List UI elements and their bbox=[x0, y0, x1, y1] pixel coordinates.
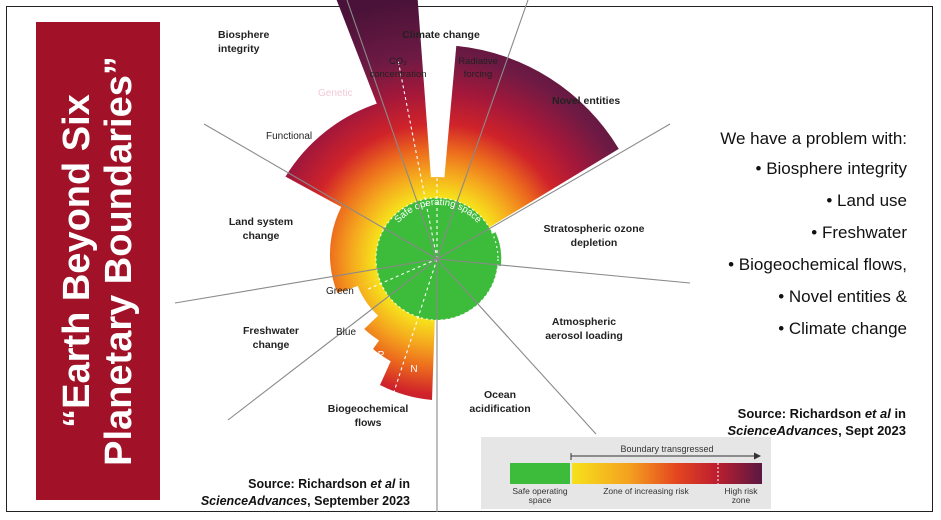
label-genetic: Genetic bbox=[318, 88, 352, 99]
legend-arrow-label: Boundary transgressed bbox=[620, 444, 713, 454]
label-functional: Functional bbox=[266, 131, 312, 142]
source-bottom-etal: et al bbox=[370, 477, 396, 491]
sector-ozone-safe bbox=[437, 232, 502, 266]
label-aerosol-a: Atmospheric bbox=[552, 316, 616, 328]
source-citation-right: Source: Richardson et al in ScienceAdvan… bbox=[678, 405, 906, 439]
sector-ocean-safe bbox=[437, 259, 471, 315]
label-ozone-b: depletion bbox=[571, 237, 618, 249]
label-co2-b: concentration bbox=[369, 69, 426, 80]
legend-high-label-b: zone bbox=[732, 495, 751, 505]
sector-novel-entities bbox=[437, 45, 619, 260]
sector-labels: Climate change CO₂ concentration Radiati… bbox=[218, 29, 645, 429]
problem-item: • Freshwater bbox=[811, 223, 907, 242]
sector-dividers bbox=[174, 0, 691, 512]
slide-frame bbox=[6, 6, 933, 512]
label-biosphere-a: Biosphere bbox=[218, 29, 270, 41]
label-n: N bbox=[410, 364, 417, 375]
label-land-a: Land system bbox=[229, 216, 293, 228]
label-novel-entities: Novel entities bbox=[552, 95, 620, 107]
label-radiative-b: forcing bbox=[464, 69, 493, 80]
label-freshwater-a: Freshwater bbox=[243, 325, 299, 337]
label-biogeochemical-a: Biogeochemical bbox=[328, 403, 409, 415]
sector-aerosol-safe bbox=[437, 259, 485, 303]
label-co2-a: CO₂ bbox=[389, 56, 407, 67]
source-right-prefix: Source: Richardson bbox=[737, 406, 865, 421]
label-green: Green bbox=[326, 286, 354, 297]
label-climate-change: Climate change bbox=[402, 29, 480, 41]
source-bottom-prefix: Source: Richardson bbox=[248, 477, 371, 491]
problem-item: • Novel entities & bbox=[778, 287, 907, 306]
label-aerosol-b: aerosol loading bbox=[545, 330, 623, 342]
label-blue: Blue bbox=[336, 327, 356, 338]
label-land-b: change bbox=[243, 230, 280, 242]
label-biosphere-b: integrity bbox=[218, 43, 260, 55]
label-freshwater-b: change bbox=[253, 339, 290, 351]
problem-item: • Climate change bbox=[778, 319, 907, 338]
problem-item: • Biogeochemical flows, bbox=[728, 255, 907, 274]
problem-item: • Land use bbox=[826, 191, 907, 210]
source-right-mid: in bbox=[890, 406, 906, 421]
source-citation-bottom: Source: Richardson et al in ScienceAdvan… bbox=[166, 476, 410, 510]
label-ozone-a: Stratospheric ozone bbox=[544, 223, 645, 235]
problem-list: We have a problem with: • Biosphere inte… bbox=[720, 128, 907, 350]
label-ocean-b: acidification bbox=[469, 403, 530, 415]
legend-safe-label-b: space bbox=[529, 495, 552, 505]
legend-safe-label-a: Safe operating bbox=[512, 486, 568, 496]
source-bottom-mid: in bbox=[395, 477, 410, 491]
label-ocean-a: Ocean bbox=[484, 389, 516, 401]
source-right-etal: et al bbox=[864, 406, 891, 421]
source-right-suffix: , Sept 2023 bbox=[838, 423, 906, 438]
legend-graphic: Boundary transgressed Safe operating spa… bbox=[510, 444, 762, 505]
title-panel bbox=[36, 22, 160, 500]
source-right-journal: ScienceAdvances bbox=[727, 423, 839, 438]
legend-high-label-a: High risk bbox=[724, 486, 758, 496]
problem-item: • Biosphere integrity bbox=[755, 159, 907, 178]
legend-zone-label: Zone of increasing risk bbox=[603, 486, 689, 496]
risk-legend: Boundary transgressed Safe operating spa… bbox=[481, 437, 771, 509]
source-bottom-suffix: , September 2023 bbox=[307, 494, 410, 508]
legend-risk-swatch bbox=[572, 463, 762, 484]
legend-safe-swatch bbox=[510, 463, 570, 484]
label-biogeochemical-b: flows bbox=[355, 417, 382, 429]
sub-dividers bbox=[365, 59, 438, 396]
problem-heading: We have a problem with: bbox=[720, 129, 907, 148]
source-bottom-journal: ScienceAdvances bbox=[200, 494, 308, 508]
sector-genetic bbox=[336, 0, 437, 259]
label-p: P bbox=[378, 350, 385, 361]
label-radiative-a: Radiative bbox=[458, 56, 498, 67]
